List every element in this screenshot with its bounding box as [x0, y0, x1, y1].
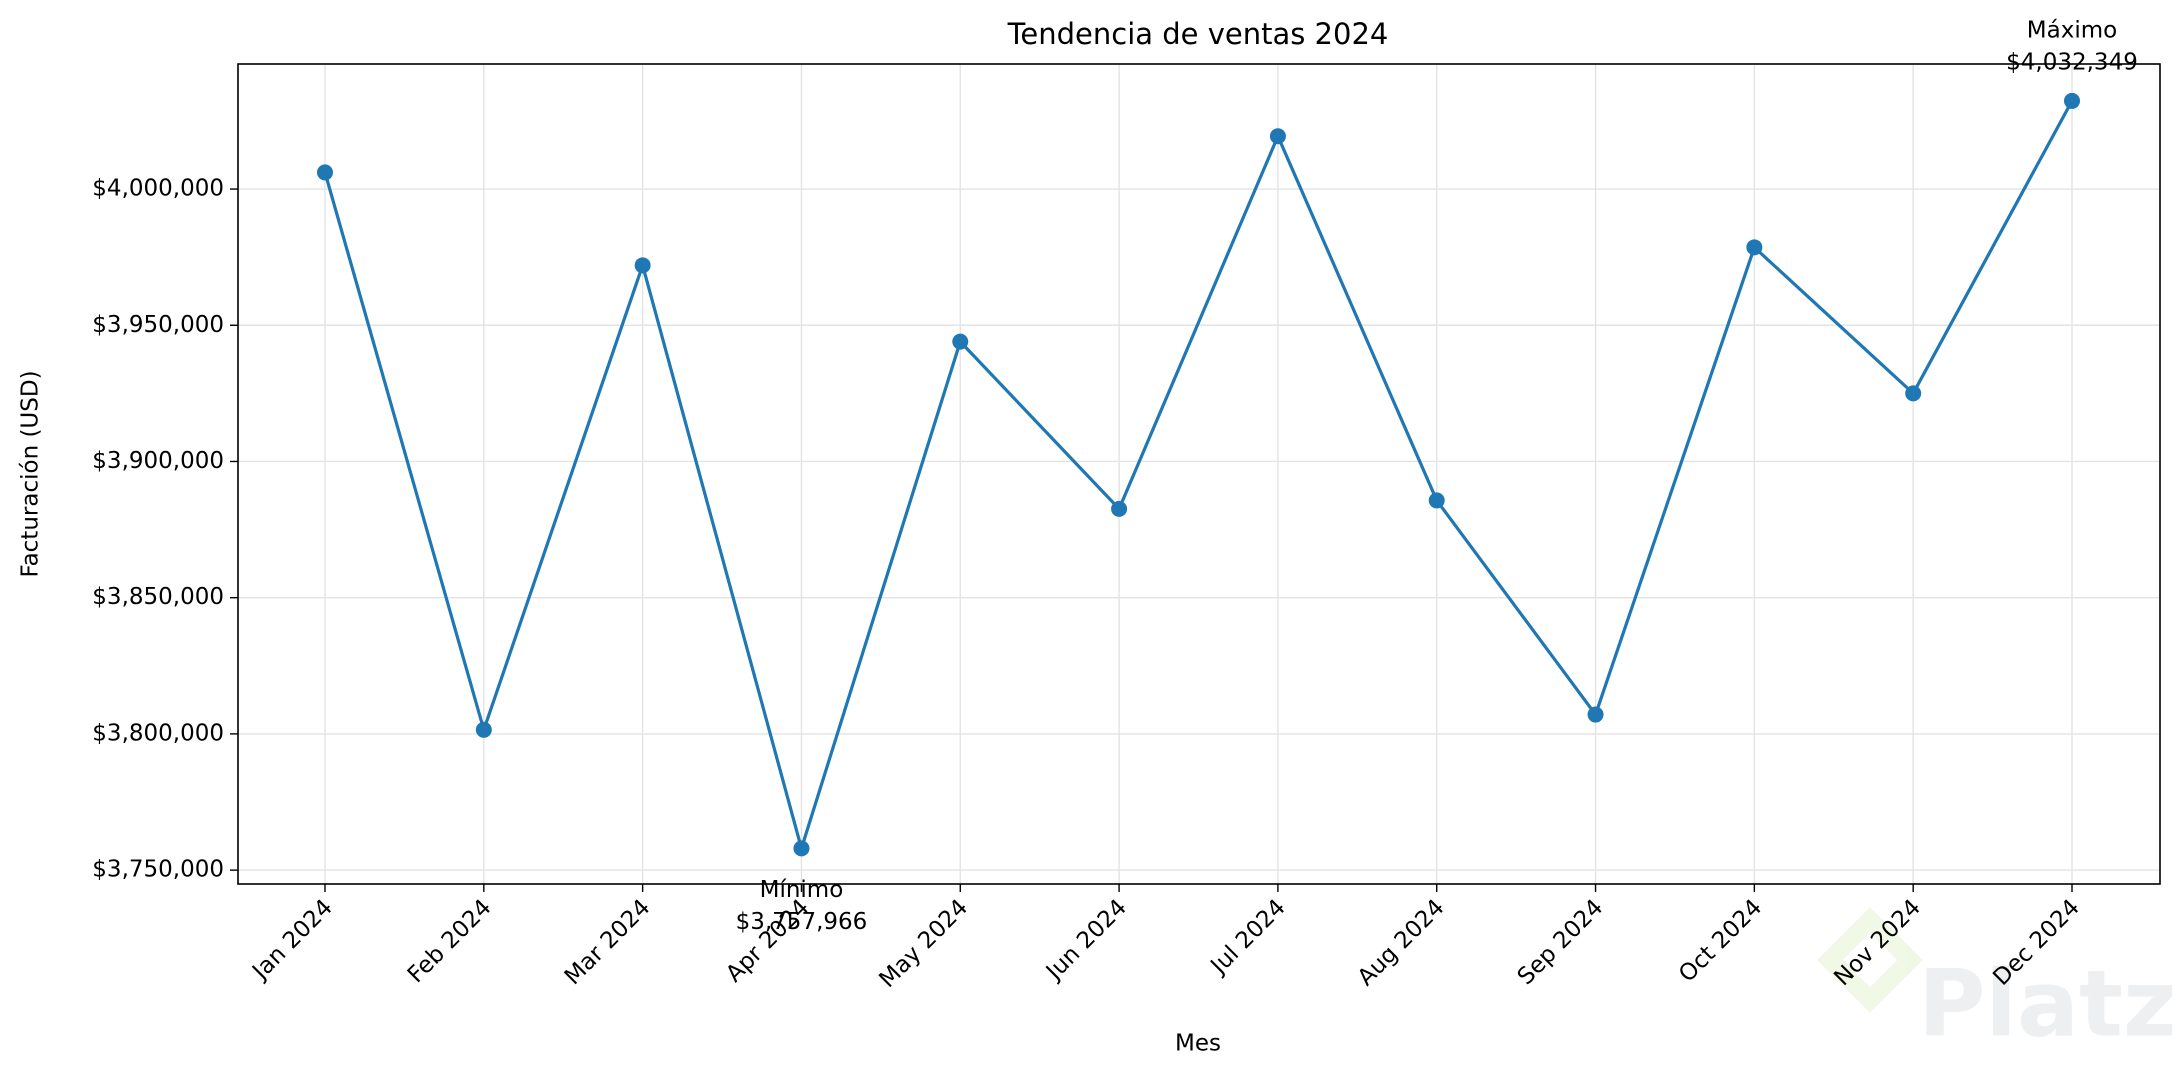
point	[317, 164, 333, 181]
point	[1905, 385, 1922, 402]
plot-frame	[237, 63, 2161, 885]
y-tick-label: $3,950,000	[92, 312, 224, 338]
y-tick-label: $3,850,000	[92, 584, 224, 610]
line	[323, 100, 2074, 855]
point	[1269, 128, 1286, 145]
watermark-logo	[1817, 907, 1923, 1013]
y-tick-label: $3,900,000	[92, 448, 224, 474]
point	[793, 840, 810, 857]
point	[2064, 92, 2080, 109]
chart-title: Tendencia de ventas 2024	[1007, 17, 1389, 51]
y-tick-label: $3,750,000	[92, 857, 224, 883]
point	[1111, 500, 1128, 517]
annotation-title: Mínimo	[760, 877, 844, 903]
value-label: $3,757,966	[736, 909, 868, 935]
point	[1746, 239, 1763, 256]
y-axis-title: Facturación (USD)	[18, 370, 44, 577]
y-tick-label: $3,800,000	[92, 720, 224, 746]
point	[1428, 492, 1445, 509]
watermark: Platzi	[1817, 907, 2179, 1057]
annotation-title: Máximo	[2027, 17, 2117, 43]
point	[475, 721, 492, 738]
value-label: $4,032,349	[2006, 49, 2138, 75]
x-axis-title: Mes	[1175, 1031, 1221, 1057]
point	[634, 257, 651, 274]
point	[952, 333, 969, 350]
watermark-text: Platzi	[1918, 950, 2179, 1057]
point	[1587, 706, 1604, 723]
y-tick-label: $4,000,000	[92, 176, 224, 202]
